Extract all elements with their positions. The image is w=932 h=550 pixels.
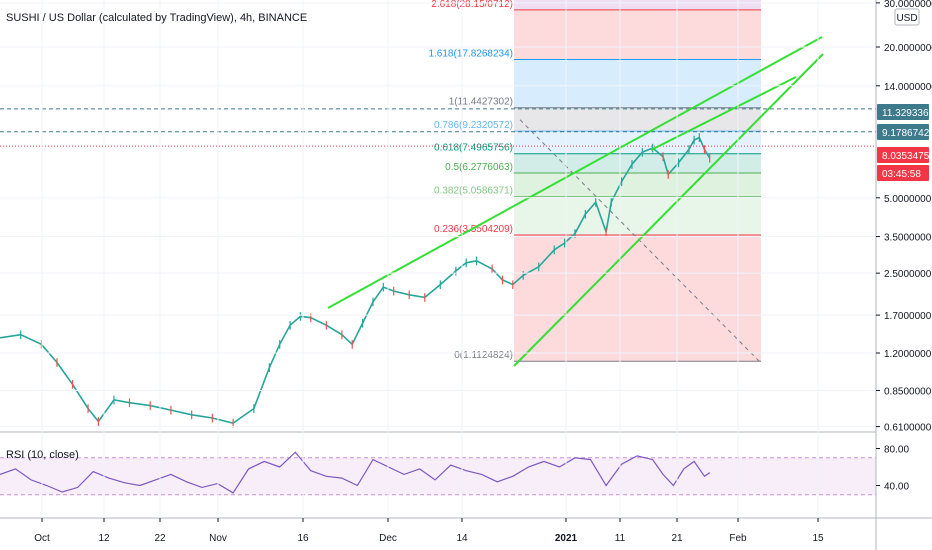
x-tick-label: 22	[154, 533, 166, 544]
price-badge-label: 9.1786742	[882, 128, 930, 139]
fib-zone	[514, 153, 761, 174]
fib-level-label: 0.236(3.5504209)	[434, 224, 513, 235]
rsi-tick-label: 40.00	[884, 482, 909, 493]
fib-zone	[514, 107, 761, 132]
fib-zone	[514, 131, 761, 154]
price-badge-label: 03:45:58	[882, 169, 921, 180]
x-tick-label: Dec	[379, 533, 397, 544]
y-tick-label: 14.0000000	[884, 82, 932, 93]
y-tick-label: 1.7000000	[884, 311, 932, 322]
trendline-channel[interactable]	[650, 76, 797, 151]
price-badge	[877, 147, 929, 163]
price-axis-bg	[876, 0, 932, 550]
price-badges: 11.3293368 9.1786742 8.0353475 03:45:58	[877, 104, 932, 181]
fib-level-label: 2.618(28.15/0712)	[431, 0, 513, 10]
x-tick-label: 11	[615, 533, 626, 544]
fib-level-label: 0.382(5.0586371)	[434, 186, 513, 197]
rsi-line	[0, 451, 711, 494]
x-tick-label: Nov	[209, 533, 227, 544]
price-badge	[877, 104, 929, 120]
x-tick-label: 14	[456, 533, 468, 544]
y-tick-label: 3.5000000	[884, 233, 932, 244]
x-tick-label: 12	[98, 533, 110, 544]
x-tick-label: 16	[297, 533, 309, 544]
y-tick-label: 2.5000000	[884, 269, 932, 280]
chart-title: SUSHI / US Dollar (calculated by Trading…	[6, 12, 307, 24]
y-tick-label: 5.0000000	[884, 194, 932, 205]
currency-box[interactable]	[894, 8, 920, 26]
fib-retracement[interactable]: 2.618(28.15/0712) 1.618(17.8268234) 1(11.4…	[428, 0, 763, 365]
fib-level-label: 0.786(9.2320572)	[434, 120, 513, 131]
fib-level-label: 1(11.4427302)	[449, 97, 513, 108]
fib-zone	[514, 235, 761, 362]
price-badge-label: 8.0353475	[882, 151, 930, 162]
fib-level-label: 0.618(7.4965756)	[434, 143, 513, 154]
y-tick-label: 20.0000000	[884, 43, 932, 54]
price-badge-label: 11.3293368	[882, 108, 932, 119]
fib-level-label: 0(1.1124824)	[454, 350, 513, 361]
price-badge	[877, 165, 929, 181]
x-tick-label: 2021	[555, 533, 578, 544]
rsi-panel	[0, 431, 932, 496]
fib-zone	[514, 59, 761, 108]
y-tick-label: 1.2000000	[884, 349, 932, 360]
x-tick-label: Oct	[34, 533, 50, 544]
y-tick-label: 30.0000000	[884, 0, 932, 10]
price-series	[0, 133, 711, 428]
fib-zone	[514, 9, 761, 60]
rsi-tick-label: 80.00	[884, 445, 909, 456]
currency-label: USD	[896, 13, 917, 24]
fib-trend-line	[519, 119, 763, 365]
fib-zone	[514, 196, 761, 236]
fib-level-label: 1.618(17.8268234)	[428, 49, 513, 60]
rsi-title: RSI (10, close)	[6, 449, 79, 461]
trendline-upper[interactable]	[327, 36, 823, 309]
y-tick-label: 0.8500000	[884, 387, 932, 398]
y-tick-label: 0.6100000	[884, 423, 932, 434]
x-tick-label: 15	[812, 533, 824, 544]
x-tick-label: 21	[671, 533, 683, 544]
price-badge	[877, 124, 929, 140]
fib-zone	[514, 0, 761, 10]
rsi-band	[0, 457, 876, 495]
fib-level-label: 0.5(6.2776063)	[445, 162, 513, 173]
x-tick-label: Feb	[729, 533, 747, 544]
